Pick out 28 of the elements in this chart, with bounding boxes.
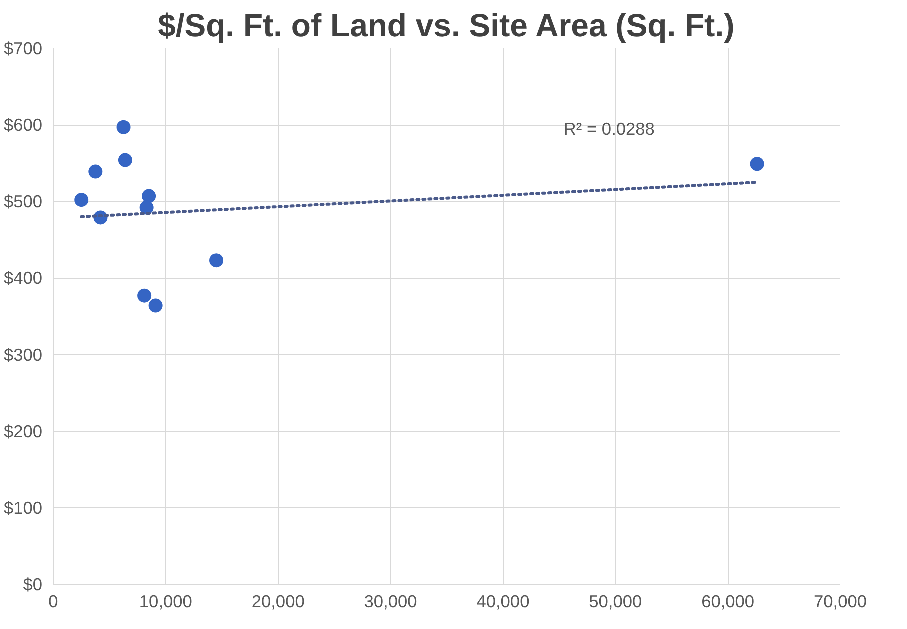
x-tick-label: 10,000 [139, 592, 192, 612]
y-tick-label: $0 [23, 574, 43, 594]
y-tick-label: $300 [4, 344, 43, 365]
y-tick-label: $400 [4, 268, 43, 288]
x-tick-label: 70,000 [814, 592, 867, 612]
y-tick-label: $500 [4, 192, 43, 212]
point [210, 254, 224, 268]
point [142, 189, 156, 204]
x-tick-label: 20,000 [252, 592, 305, 612]
x-tick-label: 50,000 [589, 592, 642, 612]
annotation: R² = 0.0288 [564, 119, 655, 140]
x-tick-label: 30,000 [364, 592, 418, 612]
point [88, 164, 103, 179]
point [118, 153, 132, 168]
point [74, 193, 89, 208]
y-tick-label: $100 [4, 498, 43, 518]
point [116, 120, 131, 134]
x-tick-label: 0 [48, 592, 58, 612]
x-tick-label: 60,000 [702, 592, 755, 612]
point [138, 288, 152, 303]
y-tick-label: $600 [4, 115, 43, 136]
y-tick-label: $200 [4, 421, 43, 442]
y-tick-label: $700 [4, 38, 43, 58]
x-tick-label: 40,000 [476, 592, 530, 612]
point [140, 200, 154, 215]
chart-title: $/Sq. Ft. of Land vs. Site Area (Sq. Ft.) [158, 8, 735, 44]
point [750, 157, 764, 172]
point [148, 298, 163, 313]
